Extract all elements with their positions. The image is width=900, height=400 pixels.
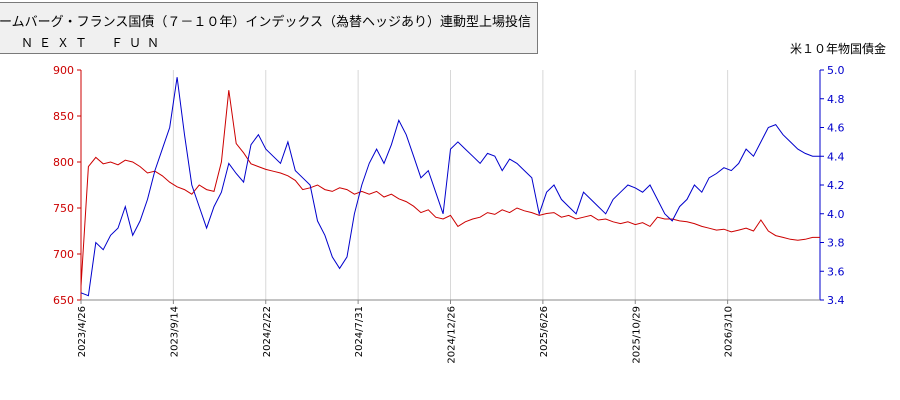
left-axis-series-line	[80, 90, 820, 287]
right-axis-series-label: 米１０年物国債金	[789, 42, 886, 56]
right-tick-label: 4.2	[827, 179, 845, 192]
left-tick-label: 650	[53, 294, 74, 307]
right-tick-label: 3.6	[827, 265, 845, 278]
x-tick-label: 2023/9/14	[169, 306, 180, 357]
left-tick-label: 850	[53, 110, 74, 123]
chart-title: ームバーグ・フランス国債（７－１０年）インデックス（為替ヘッジあり）連動型上場投…	[0, 15, 531, 30]
x-tick-label: 2025/10/29	[631, 306, 642, 364]
x-tick-label: 2024/12/26	[447, 306, 458, 364]
right-tick-label: 3.4	[827, 294, 845, 307]
left-tick-label: 700	[53, 248, 74, 261]
left-tick-label: 900	[53, 64, 74, 77]
left-tick-label: 800	[53, 156, 74, 169]
x-tick-label: 2024/2/22	[262, 306, 273, 357]
right-tick-label: 4.4	[827, 150, 845, 163]
chart-subtitle: ＮＥＸＴ ＦＵＮ	[21, 36, 166, 50]
right-tick-label: 4.0	[827, 208, 845, 221]
right-tick-label: 4.6	[827, 122, 845, 135]
x-tick-label: 2026/3/10	[724, 306, 735, 357]
right-tick-label: 5.0	[827, 64, 845, 77]
right-tick-label: 4.8	[827, 93, 845, 106]
x-tick-label: 2024/7/31	[354, 306, 365, 357]
x-tick-label: 2023/4/26	[77, 306, 88, 357]
left-tick-label: 750	[53, 202, 74, 215]
x-tick-label: 2025/6/26	[539, 306, 550, 357]
chart-title-box: ームバーグ・フランス国債（７－１０年）インデックス（為替ヘッジあり）連動型上場投…	[0, 2, 538, 54]
right-tick-label: 3.8	[827, 237, 845, 250]
right-axis-series-line	[80, 77, 820, 297]
